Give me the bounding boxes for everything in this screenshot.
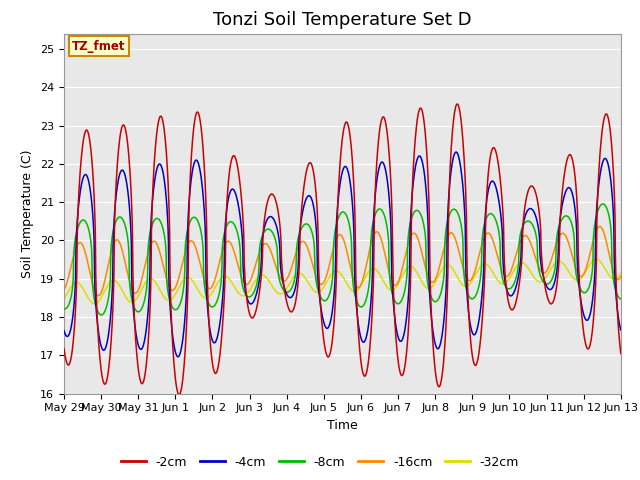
-2cm bbox=[552, 291, 559, 297]
-4cm bbox=[60, 328, 68, 334]
-4cm bbox=[617, 327, 625, 333]
-2cm bbox=[453, 101, 461, 107]
-16cm bbox=[617, 274, 625, 279]
-16cm bbox=[184, 241, 192, 247]
-2cm bbox=[502, 285, 510, 290]
-16cm bbox=[502, 274, 509, 279]
Text: TZ_fmet: TZ_fmet bbox=[72, 40, 126, 53]
-4cm bbox=[429, 330, 437, 336]
-32cm bbox=[592, 256, 600, 262]
-32cm bbox=[91, 301, 99, 307]
-16cm bbox=[596, 224, 604, 229]
-4cm bbox=[452, 149, 460, 155]
-32cm bbox=[551, 261, 559, 266]
-8cm bbox=[617, 296, 625, 302]
Line: -8cm: -8cm bbox=[64, 204, 621, 315]
-2cm bbox=[175, 392, 183, 397]
-16cm bbox=[429, 279, 437, 285]
-4cm bbox=[552, 276, 559, 282]
-32cm bbox=[184, 275, 192, 280]
-8cm bbox=[246, 294, 254, 300]
-2cm bbox=[184, 268, 192, 274]
-4cm bbox=[174, 354, 182, 360]
-32cm bbox=[617, 270, 625, 276]
-2cm bbox=[60, 346, 68, 351]
-16cm bbox=[171, 286, 179, 292]
-2cm bbox=[246, 313, 254, 319]
-2cm bbox=[429, 344, 437, 349]
X-axis label: Time: Time bbox=[327, 419, 358, 432]
-8cm bbox=[502, 284, 509, 290]
-8cm bbox=[171, 307, 179, 312]
-8cm bbox=[599, 201, 607, 207]
Line: -4cm: -4cm bbox=[64, 152, 621, 357]
-8cm bbox=[184, 224, 192, 230]
-16cm bbox=[95, 293, 102, 299]
Line: -32cm: -32cm bbox=[64, 259, 621, 304]
-16cm bbox=[246, 277, 254, 283]
-32cm bbox=[246, 286, 254, 292]
-2cm bbox=[617, 351, 625, 357]
-4cm bbox=[502, 285, 510, 290]
-4cm bbox=[246, 301, 254, 307]
-32cm bbox=[60, 296, 68, 302]
-32cm bbox=[429, 283, 437, 288]
-8cm bbox=[551, 265, 559, 271]
-16cm bbox=[551, 245, 559, 251]
-32cm bbox=[171, 292, 179, 298]
-4cm bbox=[170, 344, 178, 350]
-32cm bbox=[502, 280, 509, 286]
-2cm bbox=[170, 364, 178, 370]
Title: Tonzi Soil Temperature Set D: Tonzi Soil Temperature Set D bbox=[213, 11, 472, 29]
Legend: -2cm, -4cm, -8cm, -16cm, -32cm: -2cm, -4cm, -8cm, -16cm, -32cm bbox=[116, 451, 524, 474]
-16cm bbox=[60, 288, 68, 293]
-8cm bbox=[429, 298, 437, 303]
Y-axis label: Soil Temperature (C): Soil Temperature (C) bbox=[22, 149, 35, 278]
-8cm bbox=[97, 312, 105, 318]
Line: -16cm: -16cm bbox=[64, 227, 621, 296]
-8cm bbox=[60, 306, 68, 312]
Line: -2cm: -2cm bbox=[64, 104, 621, 395]
-4cm bbox=[184, 214, 192, 219]
